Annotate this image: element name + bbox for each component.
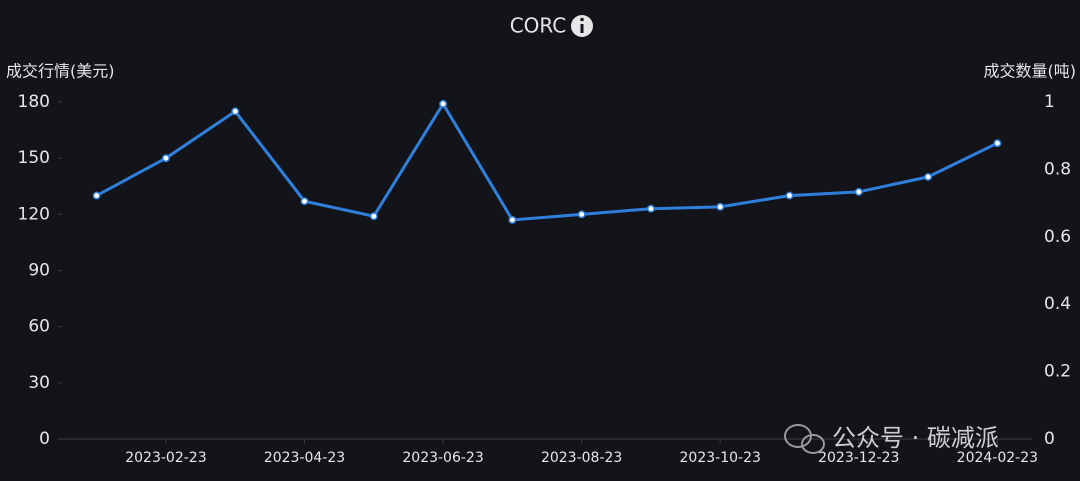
point bbox=[508, 216, 517, 224]
point bbox=[646, 204, 655, 213]
chart-title: CORC bbox=[510, 14, 567, 38]
point bbox=[231, 107, 240, 116]
y-tick-label: 30 bbox=[28, 373, 50, 393]
x-tick-label: 2023-10-23 bbox=[680, 450, 761, 466]
point bbox=[439, 99, 448, 108]
watermark: 公众号 · 碳减派 bbox=[784, 424, 999, 454]
y2-axis-label: 成交数量(吨) bbox=[984, 62, 1077, 81]
point bbox=[854, 187, 863, 196]
point bbox=[785, 191, 794, 200]
y-tick-label: 120 bbox=[18, 204, 50, 224]
y2-tick-label: 0.4 bbox=[1044, 294, 1071, 314]
y2-tick-label: 0.2 bbox=[1044, 362, 1071, 382]
y2-tick-label: 0 bbox=[1044, 429, 1055, 449]
point bbox=[993, 139, 1002, 148]
point bbox=[92, 191, 101, 200]
y-tick-label: 0 bbox=[39, 429, 50, 449]
point bbox=[716, 202, 725, 211]
y2-tick-label: 0.6 bbox=[1044, 227, 1071, 247]
point bbox=[369, 212, 378, 221]
watermark-text: 公众号 · 碳减派 bbox=[832, 424, 999, 452]
line bbox=[95, 100, 999, 222]
point bbox=[577, 210, 586, 219]
info-icon[interactable] bbox=[571, 15, 593, 37]
x-tick-label: 2023-08-23 bbox=[541, 450, 622, 466]
x-tick-label: 2023-12-23 bbox=[818, 450, 899, 466]
y2-tick-label: 1 bbox=[1044, 92, 1055, 112]
x-tick-label: 2024-02-23 bbox=[957, 450, 1038, 466]
y-tick-label: 60 bbox=[28, 317, 50, 337]
point bbox=[161, 154, 170, 163]
point bbox=[300, 197, 309, 206]
y-axis-label: 成交行情(美元) bbox=[6, 62, 115, 81]
x-tick-label: 2023-02-23 bbox=[125, 450, 206, 466]
y2-tick-label: 0.8 bbox=[1044, 159, 1071, 179]
point bbox=[924, 172, 933, 181]
y-tick-label: 90 bbox=[28, 261, 50, 281]
x-tick-label: 2023-04-23 bbox=[264, 450, 345, 466]
y-tick-label: 180 bbox=[18, 92, 50, 112]
y-tick-label: 150 bbox=[18, 148, 50, 168]
x-tick-label: 2023-06-23 bbox=[402, 450, 483, 466]
